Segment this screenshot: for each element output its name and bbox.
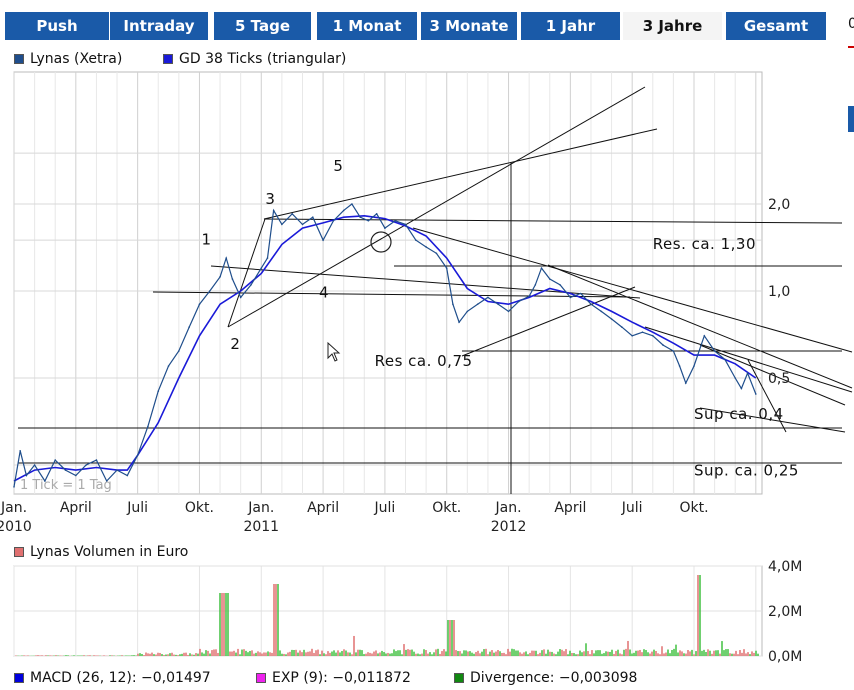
price-series-line <box>13 203 757 488</box>
tab-3-monate[interactable]: 3 Monate <box>421 12 517 40</box>
volume-y-tick-label: 0,0M <box>768 649 802 665</box>
x-tick-label: Jan. <box>495 500 522 516</box>
tab-1-monat[interactable]: 1 Monat <box>317 12 417 40</box>
x-tick-label: Juli <box>126 500 148 516</box>
x-tick-year-label: 2012 <box>491 519 527 535</box>
legend-item-average: GD 38 Ticks (triangular) <box>163 51 346 67</box>
chart-annotation: Sup. ca. 0,25 <box>694 461 799 479</box>
chart-annotation: 4 <box>319 283 329 301</box>
average-series-line <box>13 214 757 482</box>
trendline <box>227 86 646 328</box>
x-tick-label: Juli <box>374 500 396 516</box>
volume-y-tick-label: 2,0M <box>768 604 802 620</box>
trendline <box>412 227 853 353</box>
chart-annotation: Sup ca. 0,4 <box>694 405 784 423</box>
x-tick-label: Juli <box>621 500 643 516</box>
x-tick-label: Jan. <box>247 500 274 516</box>
trendline <box>152 291 631 298</box>
trendline <box>747 359 787 433</box>
x-tick-label: Okt. <box>432 500 461 516</box>
edge-cut-text: 0 <box>848 16 854 32</box>
x-tick-label: Okt. <box>185 500 214 516</box>
x-tick-year-label: 2011 <box>243 519 279 535</box>
x-tick-label: April <box>554 500 586 516</box>
edge-blue-block <box>848 106 854 132</box>
tab-push[interactable]: Push <box>5 12 109 40</box>
y-tick-label: 1,0 <box>768 284 790 300</box>
tick-footnote: 1 Tick = 1 Tag <box>20 478 112 493</box>
chart-annotation: Res ca. 0,75 <box>375 352 473 370</box>
trendline <box>227 218 266 328</box>
x-tick-label: April <box>307 500 339 516</box>
x-tick-year-label: 2010 <box>0 519 32 535</box>
legend-item-volume: Lynas Volumen in Euro <box>14 544 188 560</box>
period-tabs: Push Intraday 5 Tage 1 Monat 3 Monate 1 … <box>0 10 854 40</box>
trendline <box>699 407 846 433</box>
tab-intraday[interactable]: Intraday <box>110 12 208 40</box>
legend-swatch <box>256 673 266 683</box>
tab-1-jahr[interactable]: 1 Jahr <box>521 12 620 40</box>
trendline <box>699 344 846 406</box>
legend-label: MACD (26, 12): −0,01497 <box>30 670 211 686</box>
legend-item-lynas: Lynas (Xetra) <box>14 51 122 67</box>
legend-label: Divergence: −0,003098 <box>470 670 638 686</box>
legend-swatch <box>454 673 464 683</box>
y-tick-label: 0,5 <box>768 371 790 387</box>
legend-label: GD 38 Ticks (triangular) <box>179 51 347 67</box>
legend-swatch <box>14 673 24 683</box>
trendline <box>461 286 636 357</box>
price-grid <box>13 71 763 495</box>
volume-bars <box>15 575 759 656</box>
legend-label: EXP (9): −0,011872 <box>272 670 411 686</box>
tab-3-jahre[interactable]: 3 Jahre <box>623 12 722 40</box>
trendline <box>644 326 853 393</box>
legend-item-exp: EXP (9): −0,011872 <box>256 670 411 686</box>
x-tick-label: April <box>60 500 92 516</box>
x-tick-label: Jan. <box>0 500 27 516</box>
chart-annotation: 5 <box>333 157 343 175</box>
legend-item-macd: MACD (26, 12): −0,01497 <box>14 670 211 686</box>
trendline <box>547 264 853 389</box>
chart-annotation: Res. ca. 1,30 <box>653 235 756 253</box>
legend-swatch <box>14 547 24 557</box>
x-tick-label: Okt. <box>679 500 708 516</box>
trendline <box>263 128 658 220</box>
volume-grid <box>13 565 763 657</box>
edge-red-line <box>848 46 854 48</box>
chart-annotation: 1 <box>202 230 212 248</box>
legend-label: Lynas Volumen in Euro <box>30 544 189 560</box>
legend-swatch <box>14 54 24 64</box>
legend-swatch <box>163 54 173 64</box>
legend-label: Lynas (Xetra) <box>30 51 123 67</box>
y-tick-label: 2,0 <box>768 197 790 213</box>
tab-5-tage[interactable]: 5 Tage <box>214 12 311 40</box>
mouse-cursor-icon <box>327 341 341 362</box>
volume-y-tick-label: 4,0M <box>768 559 802 575</box>
price-plot-frame <box>13 71 763 495</box>
chart-annotation: 3 <box>265 190 275 208</box>
axis-labels: 2,0 1,0 0,5 Jan. 2010 April Juli Okt. Jan. 2011 Ap… <box>0 157 802 665</box>
highlight-circle <box>370 231 392 253</box>
legend-item-divergence: Divergence: −0,003098 <box>454 670 637 686</box>
trendline <box>263 218 843 224</box>
chart-annotation: 2 <box>230 335 240 353</box>
tab-gesamt[interactable]: Gesamt <box>726 12 826 40</box>
